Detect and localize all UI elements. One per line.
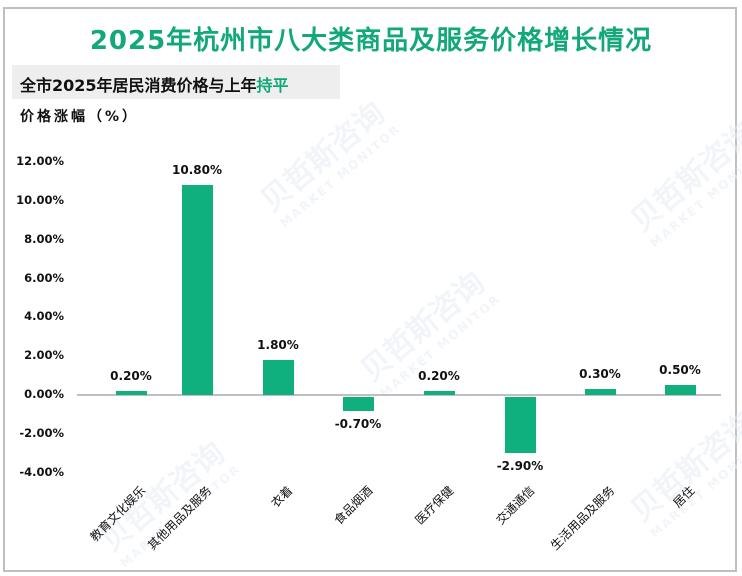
y-tick-label: 4.00% bbox=[24, 309, 64, 324]
bar bbox=[504, 397, 536, 454]
bar bbox=[342, 397, 374, 411]
bar bbox=[115, 391, 147, 395]
bar-value-label: 0.20% bbox=[110, 369, 152, 384]
chart-title: 2025年杭州市八大类商品及服务价格增长情况 bbox=[89, 26, 653, 56]
bar-value-label: -0.70% bbox=[334, 416, 382, 431]
y-axis-label: 价格涨幅（%） bbox=[20, 109, 140, 125]
y-tick-label: 10.00% bbox=[16, 193, 64, 207]
y-tick-label: 2.00% bbox=[24, 348, 64, 363]
y-tick-label: -2.00% bbox=[19, 425, 64, 440]
y-tick-label: 0.00% bbox=[24, 387, 64, 401]
bar-value-label: -2.90% bbox=[496, 459, 544, 474]
subtitle-highlight: 持平 bbox=[256, 76, 289, 95]
bar bbox=[181, 185, 213, 395]
subtitle-text: 全市2025年居民消费价格与上年 bbox=[20, 76, 257, 95]
bar-value-label: 0.50% bbox=[659, 363, 701, 378]
bar bbox=[262, 360, 294, 395]
bar-value-label: 10.80% bbox=[172, 163, 222, 178]
bar-value-label: 0.20% bbox=[418, 369, 460, 384]
bar bbox=[423, 391, 455, 395]
y-tick-label: 8.00% bbox=[24, 231, 64, 246]
bar-value-label: 1.80% bbox=[257, 338, 299, 353]
bar-value-label: 0.30% bbox=[579, 367, 621, 382]
subtitle-box bbox=[12, 65, 340, 99]
bar bbox=[664, 385, 696, 395]
zero-axis-line bbox=[77, 394, 721, 396]
y-tick-label: 6.00% bbox=[24, 270, 64, 285]
chart-frame bbox=[3, 7, 737, 572]
chart-subtitle: 全市2025年居民消费价格与上年持平 bbox=[20, 72, 289, 96]
y-tick-label: -4.00% bbox=[19, 464, 64, 479]
y-tick-label: 12.00% bbox=[16, 154, 64, 169]
bar bbox=[584, 389, 616, 395]
